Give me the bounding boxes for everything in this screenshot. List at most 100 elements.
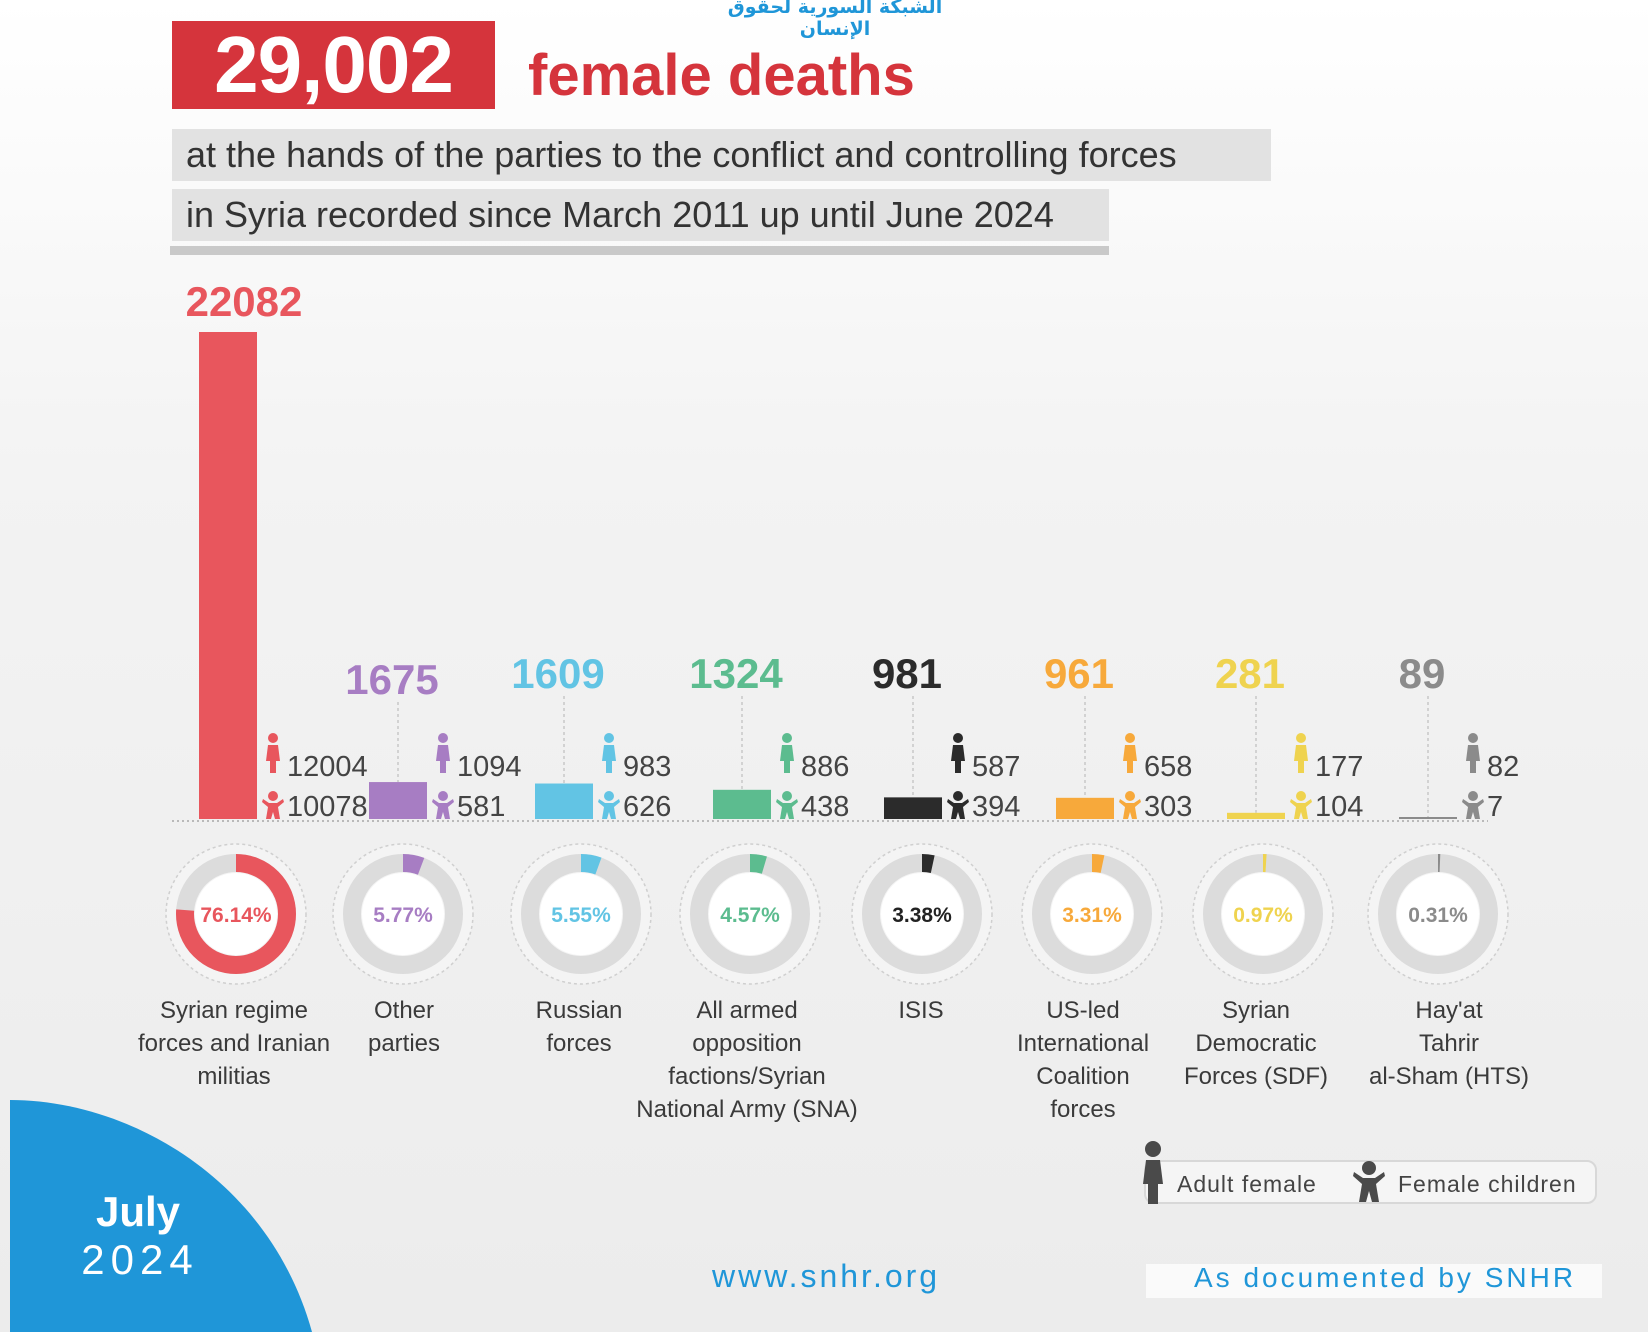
- adult-icon-head: [782, 733, 792, 743]
- adult-icon-body: [266, 745, 280, 773]
- child-icon-head: [953, 791, 963, 801]
- adult-icon-body: [602, 745, 616, 773]
- donut-percent-label: 4.57%: [720, 904, 780, 927]
- child-icon-body: [1119, 799, 1141, 819]
- female-child-icon: [1290, 791, 1312, 819]
- adult-icon-body: [780, 745, 794, 773]
- adult-count-label: 587: [972, 751, 1020, 783]
- category-label: Syrian: [1222, 997, 1290, 1024]
- date-year: 2024: [81, 1236, 199, 1283]
- child-icon-head: [1125, 791, 1135, 801]
- donut-percent-label: 76.14%: [200, 904, 272, 927]
- bar-total-label: 1324: [689, 650, 783, 697]
- bar-4: [713, 789, 771, 819]
- child-icon-body: [262, 799, 284, 819]
- adult-female-icon: [951, 733, 965, 773]
- subtitle-underline: [170, 246, 1109, 255]
- child-icon-body: [1462, 799, 1484, 819]
- category-label: ISIS: [898, 997, 943, 1024]
- donut-segment: [176, 854, 296, 974]
- adult-count-label: 886: [801, 751, 849, 783]
- donut-percent-label: 3.38%: [892, 904, 952, 927]
- bar-total-label: 281: [1215, 650, 1285, 697]
- adult-female-icon: [266, 733, 280, 773]
- female-child-icon: [1119, 791, 1141, 819]
- category-label: Coalition: [1036, 1063, 1129, 1090]
- child-count-label: 581: [457, 791, 505, 823]
- donut-center: [195, 873, 277, 955]
- donut-segment: [1032, 854, 1152, 974]
- adult-female-icon: [1143, 1141, 1163, 1204]
- adult-icon-head: [604, 733, 614, 743]
- adult-count-label: 177: [1315, 751, 1363, 783]
- child-icon-body: [432, 799, 454, 819]
- donut-percent-label: 0.97%: [1233, 904, 1293, 927]
- child-count-label: 10078: [287, 791, 368, 823]
- bar-3: [535, 783, 593, 819]
- child-icon-head: [1296, 791, 1306, 801]
- donut-segment: [343, 854, 463, 974]
- total-count: 29,002: [172, 21, 495, 109]
- donut-center: [1222, 873, 1304, 955]
- adult-female-icon: [1294, 733, 1308, 773]
- category-label: Tahrir: [1419, 1030, 1479, 1057]
- child-icon-head: [1468, 791, 1478, 801]
- child-count-label: 7: [1487, 791, 1503, 823]
- donut-center: [1051, 873, 1133, 955]
- subtitle-line-2: in Syria recorded since March 2011 up un…: [172, 189, 1109, 241]
- bar-total-label: 1675: [345, 656, 438, 703]
- category-label: Hay'at: [1415, 997, 1483, 1024]
- donut-center: [362, 873, 444, 955]
- adult-icon-body: [951, 745, 965, 773]
- donut-percent-label: 5.77%: [373, 904, 433, 927]
- category-label: al-Sham (HTS): [1369, 1063, 1529, 1090]
- child-count-label: 394: [972, 791, 1020, 823]
- bar-7: [1227, 812, 1285, 819]
- child-icon-head: [268, 791, 278, 801]
- donut-segment: [1378, 854, 1498, 974]
- donut-percent-label: 0.31%: [1408, 904, 1468, 927]
- child-count-label: 626: [623, 791, 671, 823]
- category-label: National Army (SNA): [636, 1096, 857, 1123]
- credit-text: As documented by SNHR: [1194, 1262, 1577, 1293]
- adult-icon-head: [438, 733, 448, 743]
- bar-total-label: 89: [1399, 650, 1446, 697]
- female-child-icon: [1353, 1161, 1385, 1202]
- subtitle-line-1: at the hands of the parties to the confl…: [172, 129, 1271, 181]
- category-label: US-led: [1046, 997, 1119, 1024]
- bar-total-label: 961: [1044, 650, 1114, 697]
- category-label: forces: [1050, 1096, 1115, 1123]
- child-icon-body: [776, 799, 798, 819]
- bar-2: [369, 782, 427, 819]
- female-child-icon: [598, 791, 620, 819]
- donut-segment: [1203, 854, 1323, 974]
- adult-female-icon: [436, 733, 450, 773]
- adult-icon-head: [1296, 733, 1306, 743]
- donut-segment: [521, 854, 641, 974]
- legend-adult-label: Adult female: [1177, 1171, 1317, 1197]
- female-child-icon: [947, 791, 969, 819]
- category-label: militias: [197, 1063, 270, 1090]
- category-label: Syrian regime: [160, 997, 308, 1024]
- adult-female-icon: [780, 733, 794, 773]
- adult-count-label: 82: [1487, 751, 1519, 783]
- donut-segment: [862, 854, 982, 974]
- adult-count-label: 1094: [457, 751, 522, 783]
- category-label: Other: [374, 997, 434, 1024]
- date-month: July: [95, 1188, 181, 1235]
- child-icon-body: [598, 799, 620, 819]
- donut-center: [881, 873, 963, 955]
- adult-icon-head: [1125, 733, 1135, 743]
- category-label: parties: [368, 1030, 440, 1057]
- adult-female-icon: [1466, 733, 1480, 773]
- category-label: opposition: [692, 1030, 801, 1057]
- donut-center: [1397, 873, 1479, 955]
- adult-female-icon: [1123, 733, 1137, 773]
- adult-icon-body: [1466, 745, 1480, 773]
- donut-center: [709, 873, 791, 955]
- female-child-icon: [1462, 791, 1484, 819]
- donut-percent-label: 5.55%: [551, 904, 611, 927]
- website-link[interactable]: www.snhr.org: [712, 1258, 941, 1294]
- category-label: factions/Syrian: [668, 1063, 825, 1090]
- child-icon-head: [438, 791, 448, 801]
